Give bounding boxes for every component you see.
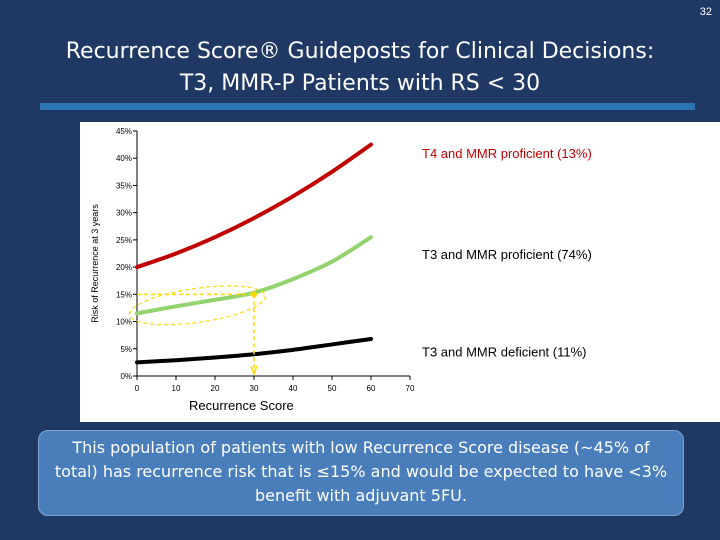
highlight-ellipse [129,285,266,326]
x-tick-label: 0 [135,384,140,393]
x-tick-label: 40 [289,384,298,393]
y-tick-label: 20% [116,263,132,272]
y-tick-label: 35% [116,181,132,190]
x-tick-label: 30 [250,384,259,393]
guide-point [251,291,257,298]
x-tick-label: 70 [406,384,415,393]
series-label-t3-mmr-proficient: T3 and MMR proficient (74%) [422,247,592,262]
series-label-t3-mmr-deficient: T3 and MMR deficient (11%) [422,344,587,359]
recurrence-chart: 0% 5% 10% 15% 20% 25% 30% 35% 40% 45% 0 10 20 30 40 50 6… [90,127,592,413]
chart-panel: 0% 5% 10% 15% 20% 25% 30% 35% 40% 45% 0 10 20 30 40 50 6… [80,122,720,422]
summary-text: This population of patients with low Rec… [54,438,668,505]
x-tick-label: 20 [211,384,220,393]
title-line-2: T3, MMR-P Patients with RS < 30 [179,71,541,96]
y-tick-label: 30% [116,209,132,218]
y-tick-label: 40% [116,154,132,163]
slide-number: 32 [699,6,712,18]
y-tick-label: 0% [120,372,132,381]
series-label-t4-mmr-proficient: T4 and MMR proficient (13%) [422,146,592,161]
series-line-t4-mmr-proficient [135,142,373,270]
y-tick-label: 10% [116,318,132,327]
y-tick-label: 15% [116,290,132,299]
title-line-1: Recurrence Score® Guideposts for Clinica… [65,39,655,64]
x-axis-title: Recurrence Score [189,398,294,413]
y-tick-label: 25% [116,236,132,245]
title-rule [40,103,695,110]
slide-title: Recurrence Score® Guideposts for Clinica… [20,36,700,100]
y-tick-label: 45% [116,127,132,136]
y-axis-title: Risk of Recurrence at 3 years [90,204,100,323]
x-tick-label: 60 [367,384,376,393]
summary-box: This population of patients with low Rec… [38,430,684,516]
x-tick-label: 50 [328,384,337,393]
guide-arrowhead [250,365,258,377]
y-tick-label: 5% [120,345,132,354]
x-tick-label: 10 [172,384,181,393]
